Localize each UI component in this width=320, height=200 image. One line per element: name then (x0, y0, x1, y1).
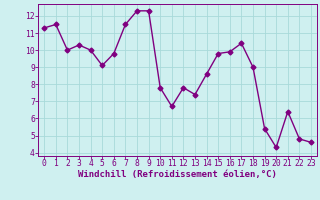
X-axis label: Windchill (Refroidissement éolien,°C): Windchill (Refroidissement éolien,°C) (78, 170, 277, 179)
